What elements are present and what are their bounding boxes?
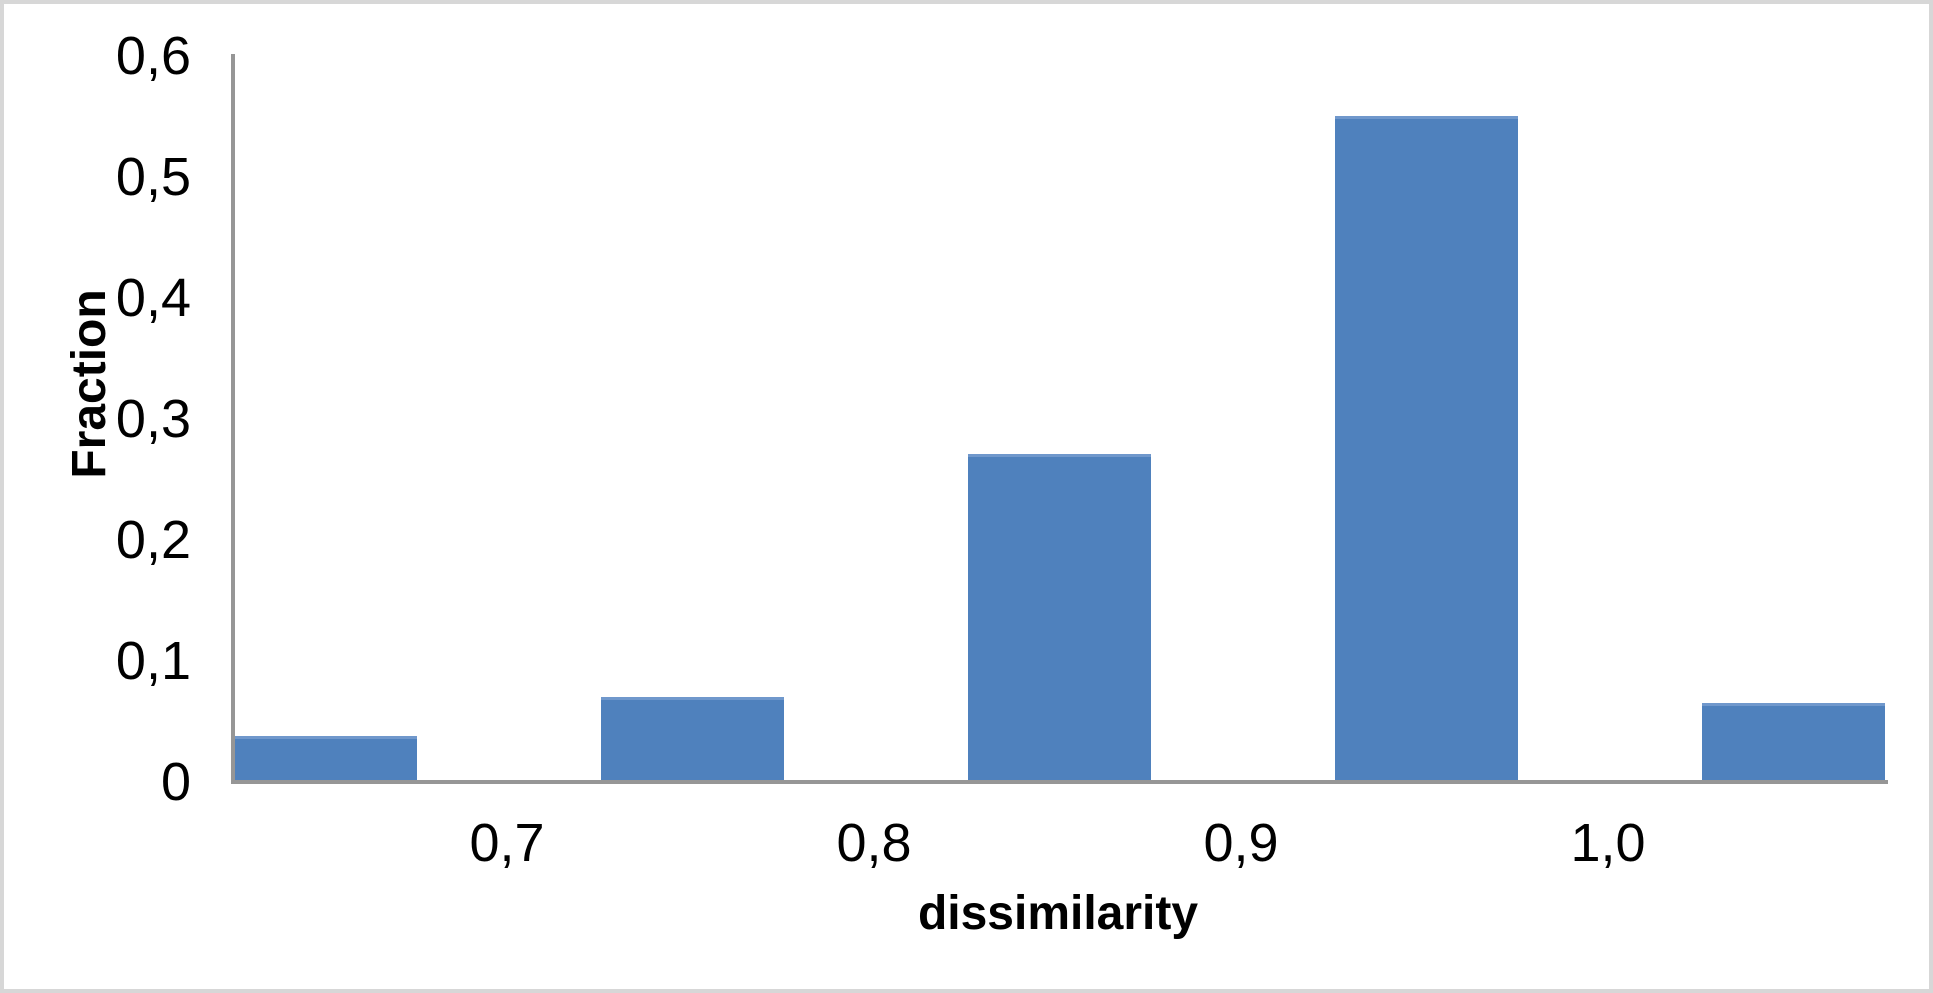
y-tick-label: 0,2 <box>115 510 191 570</box>
x-tick-label: 0,7 <box>469 813 545 873</box>
x-tick-label: 0,9 <box>1203 813 1279 873</box>
bar <box>1702 703 1885 782</box>
y-tick-label: 0,4 <box>115 268 191 328</box>
bar <box>968 454 1151 782</box>
y-tick-label: 0,6 <box>115 26 191 86</box>
y-tick-label: 0,3 <box>115 389 191 449</box>
bar <box>1335 116 1518 782</box>
bar <box>601 697 784 782</box>
x-tick-label: 1,0 <box>1570 813 1646 873</box>
x-axis-line <box>231 780 1888 784</box>
y-tick-label: 0,5 <box>115 147 191 207</box>
y-axis-line <box>231 54 235 784</box>
bar <box>234 736 417 782</box>
y-tick-label: 0,1 <box>115 631 191 691</box>
x-tick-label: 0,8 <box>836 813 912 873</box>
y-tick-label: 0 <box>160 752 191 812</box>
x-axis-title: dissimilarity <box>917 887 1199 940</box>
